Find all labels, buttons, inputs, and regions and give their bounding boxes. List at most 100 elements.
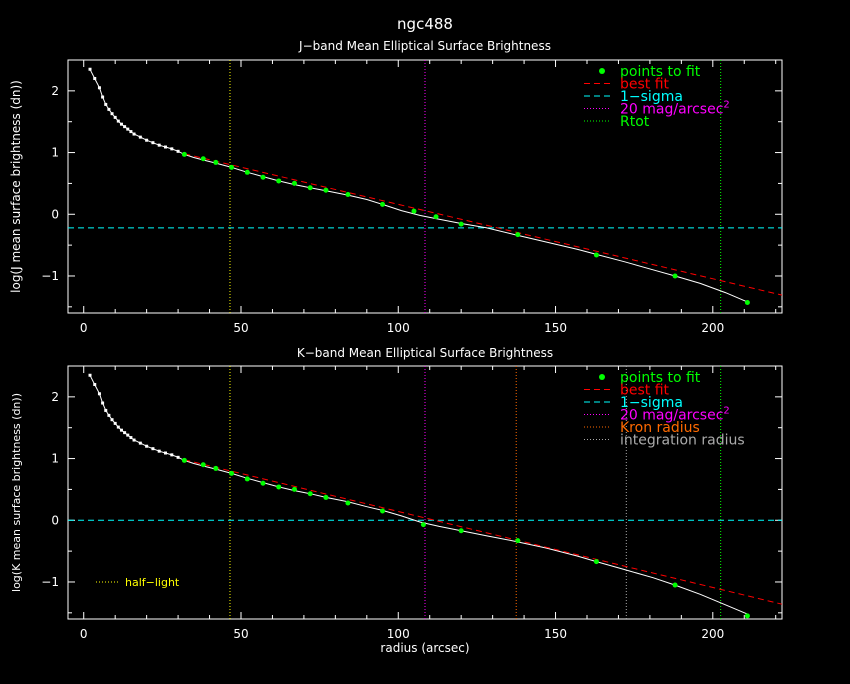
profile-point [101,95,105,99]
j-band-panel: J−band Mean Elliptical Surface Brightnes… [9,39,783,335]
profile-point [93,383,97,387]
legend-label: points to fit [620,370,701,386]
fit-point [244,169,250,175]
fit-point [515,232,521,238]
profile-point [129,436,133,440]
legend-label: best fit [620,77,670,93]
legend-label-superscript: 2 [723,406,729,417]
y-tick-label: 2 [51,84,59,98]
profile-point [107,107,111,111]
legend-label: points to fit [620,64,701,80]
x-tick-label: 150 [544,321,567,335]
y-tick-label: 1 [51,146,59,160]
chart-title: K−band Mean Elliptical Surface Brightnes… [297,346,553,360]
half-light-label: half−light [125,576,180,589]
legend-label: 1−sigma [620,395,683,411]
profile-point [110,418,114,422]
fit-point [323,187,329,193]
profile-point [138,135,142,139]
fit-point [420,522,426,528]
profile-point [132,438,136,442]
fit-point [260,174,266,180]
profile-point [113,421,117,425]
x-tick-label: 0 [80,627,88,641]
fit-point [213,159,219,165]
legend-label: Rtot [620,114,650,130]
y-tick-label: 0 [51,513,59,527]
profile-point [119,428,123,432]
fit-point [229,470,235,476]
profile-point [88,67,92,71]
profile-point [176,149,180,153]
x-tick-label: 100 [387,321,410,335]
fit-point [323,494,329,500]
legend-label: 20 mag/arcsec2 [620,406,730,424]
chart-title: J−band Mean Elliptical Surface Brightnes… [298,39,551,53]
fit-point [593,559,599,565]
profile-point [93,77,97,81]
profile-point [129,130,133,134]
y-tick-label: −1 [41,575,59,589]
profile-point [113,115,117,119]
profile-point [170,453,174,457]
profile-point [145,444,149,448]
profile-point [126,127,130,131]
fit-point [433,214,439,220]
legend-label-text: Kron radius [620,420,700,436]
fit-point [744,613,750,619]
x-tick-label: 50 [233,321,248,335]
legend-marker [599,374,605,380]
fit-point [345,192,351,198]
fit-point [229,164,235,170]
x-tick-label: 200 [701,627,724,641]
x-tick-label: 150 [544,627,567,641]
legend-label: best fit [620,383,670,399]
profile-point [123,431,127,435]
legend-label-text: best fit [620,383,670,399]
fit-point [380,201,386,207]
legend-label-text: best fit [620,77,670,93]
legend-label-superscript: 2 [723,100,729,111]
best-fit-line [184,459,783,605]
profile-point [101,401,105,405]
profile-point [123,125,127,129]
profile-point [145,138,149,142]
profile-point [104,102,108,106]
profile-point [176,455,180,459]
fit-point [244,476,250,482]
fit-point [213,465,219,471]
profile-point [138,441,142,445]
profile-point [119,122,123,126]
x-tick-label: 200 [701,321,724,335]
profile-point [97,86,101,90]
fit-point [200,462,206,468]
legend-label-text: 20 mag/arcsec [620,408,723,424]
profile-point [97,392,101,396]
fit-point [181,457,187,463]
legend-label-text: points to fit [620,64,701,80]
profile-point [107,413,111,417]
fit-point [276,484,282,490]
profile-point [116,425,120,429]
legend-label-text: 1−sigma [620,89,683,105]
y-axis-label: log(K mean surface brightness (dn)) [10,393,23,592]
fit-point [593,252,599,258]
y-tick-label: −1 [41,269,59,283]
y-axis-label: log(J mean surface brightness (dn)) [9,80,23,293]
profile-point [164,145,168,149]
k-band-panel: K−band Mean Elliptical Surface Brightnes… [10,346,783,641]
profile-point [157,449,161,453]
y-tick-label: 1 [51,452,59,466]
profile-point [164,451,168,455]
fit-point [458,221,464,227]
profile-point [151,141,155,145]
x-tick-label: 0 [80,321,88,335]
fit-point [276,178,282,184]
fit-point [672,582,678,588]
fit-point [345,500,351,506]
fit-point [672,273,678,279]
profile-point [170,147,174,151]
legend-label-text: 1−sigma [620,395,683,411]
